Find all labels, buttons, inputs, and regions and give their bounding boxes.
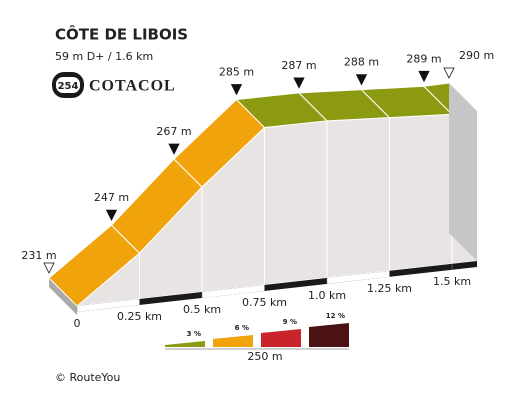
x-tick-label: 1.5 km (433, 275, 471, 288)
elevation-marker (355, 74, 368, 86)
elevation-marker (230, 84, 243, 96)
elevation-label: 289 m (406, 52, 441, 65)
base-stripe (202, 284, 265, 298)
elevation-label: 285 m (219, 66, 254, 79)
grade-label: 12 % (326, 312, 345, 320)
x-tick-label: 1.0 km (308, 289, 346, 302)
badge-label: COTACOL (89, 78, 176, 95)
badge-inner (56, 77, 80, 93)
elevation-label: 231 m (21, 249, 56, 262)
subtitle: 59 m D+ / 1.6 km (55, 50, 153, 63)
badge-number: 254 (58, 81, 79, 92)
elevation-label: 267 m (156, 125, 191, 138)
x-tick-label: 0.75 km (242, 296, 287, 309)
wall (326, 117, 390, 279)
credit: © RouteYou (55, 371, 120, 384)
elevation-label: 287 m (281, 59, 316, 72)
elevation-marker (418, 70, 430, 83)
base-stripe (327, 270, 390, 284)
end-face (449, 83, 477, 261)
elevation-label: 247 m (94, 191, 129, 204)
end-face (49, 278, 77, 315)
elevation-label: 288 m (344, 56, 379, 69)
base-stripe (77, 298, 140, 312)
scale-label: 250 m (247, 350, 282, 363)
grade-swatch (309, 323, 349, 347)
grade-swatch (165, 341, 205, 347)
grade-swatch (261, 329, 301, 347)
elevation-marker (105, 209, 118, 222)
x-tick-label: 1.25 km (367, 282, 412, 295)
grade-label: 9 % (283, 318, 297, 326)
grade-swatch (213, 335, 253, 347)
x-tick-label: 0 (74, 317, 81, 330)
grade-label: 3 % (187, 330, 201, 338)
elevation-marker (293, 77, 305, 89)
title: CÔTE DE LIBOIS (55, 25, 188, 44)
x-tick-label: 0.25 km (117, 310, 162, 323)
elevation-label: 290 m (459, 49, 494, 62)
x-tick-label: 0.5 km (183, 303, 221, 316)
elevation-marker (443, 67, 455, 79)
wall (264, 120, 328, 286)
wall (389, 113, 453, 272)
grade-label: 6 % (235, 324, 249, 332)
elevation-marker (43, 262, 55, 274)
elevation-marker (168, 143, 180, 155)
